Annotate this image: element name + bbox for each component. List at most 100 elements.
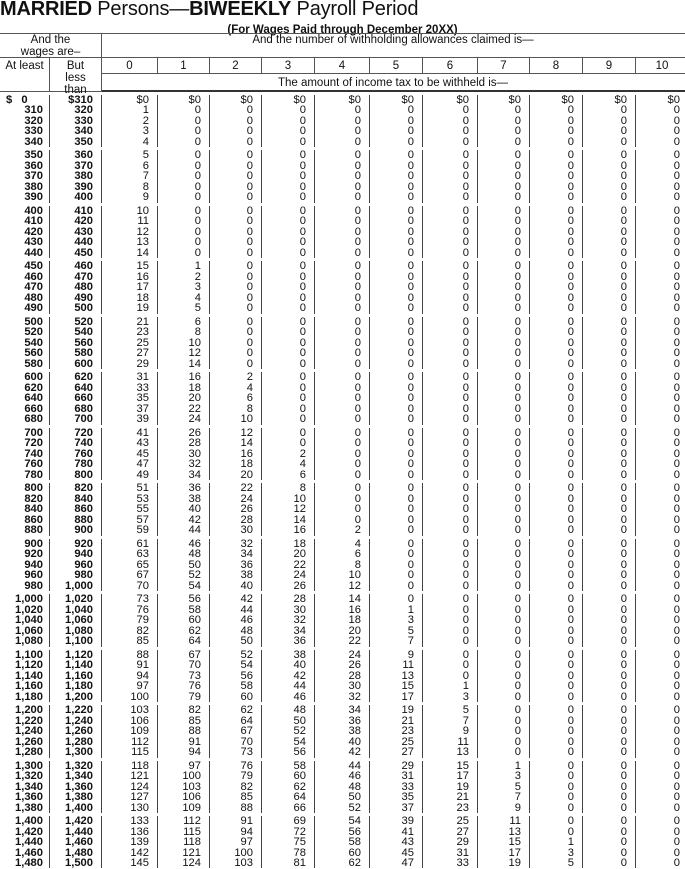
withholding-amount-5: 0 bbox=[370, 483, 423, 494]
withholding-amount-6: 0 bbox=[423, 292, 478, 304]
withholding-amount-9: 0 bbox=[583, 836, 636, 848]
withholding-amount-2: 16 bbox=[210, 448, 262, 460]
withholding-amount-5: 43 bbox=[370, 836, 423, 848]
withholding-amount-10: 0 bbox=[636, 403, 685, 415]
amount-header: The amount of income tax to be withheld … bbox=[102, 74, 685, 92]
withholding-amount-9: 0 bbox=[583, 205, 636, 217]
withholding-amount-2: 76 bbox=[210, 760, 262, 772]
withholding-amount-1: 70 bbox=[158, 659, 210, 671]
withholding-amount-5: 0 bbox=[370, 236, 423, 248]
withholding-amount-4: 0 bbox=[315, 427, 370, 439]
withholding-amount-1: 44 bbox=[158, 524, 210, 536]
withholding-amount-10: 0 bbox=[636, 358, 685, 370]
withholding-amount-1: 88 bbox=[158, 725, 210, 737]
withholding-amount-7: 0 bbox=[478, 247, 530, 259]
withholding-amount-0: 133 bbox=[102, 815, 158, 827]
wage-but-less-than: 620 bbox=[50, 372, 102, 383]
withholding-amount-7: 13 bbox=[478, 826, 530, 838]
wage-but-less-than: 430 bbox=[50, 226, 102, 238]
withholding-amount-9: 0 bbox=[583, 181, 636, 193]
withholding-amount-8: 0 bbox=[530, 347, 583, 359]
withholding-amount-5: 0 bbox=[370, 160, 423, 172]
withholding-amount-1: 106 bbox=[158, 791, 210, 803]
withholding-amount-3: 0 bbox=[262, 327, 315, 338]
wage-at-least: 620 bbox=[0, 382, 50, 394]
withholding-amount-7: 0 bbox=[478, 493, 530, 505]
table-row: 920 940 63 48 34 20 6 0 0 0 0 0 0 bbox=[0, 548, 685, 560]
wage-at-least: 980 bbox=[0, 580, 50, 591]
withholding-amount-9: 0 bbox=[583, 337, 636, 349]
table-row: 1,320 1,340 121 100 79 60 46 31 17 3 0 0 0 bbox=[0, 770, 685, 782]
wage-at-least: 390 bbox=[0, 191, 50, 203]
withholding-amount-6: 0 bbox=[423, 382, 478, 394]
wage-at-least: 1,380 bbox=[0, 802, 50, 813]
withholding-amount-8: 0 bbox=[530, 226, 583, 238]
wage-but-less-than: 680 bbox=[50, 403, 102, 415]
withholding-amount-8: 0 bbox=[530, 791, 583, 803]
withholding-amount-0: 63 bbox=[102, 548, 158, 560]
wage-at-least: 1,100 bbox=[0, 649, 50, 661]
withholding-amount-7: 0 bbox=[478, 503, 530, 515]
withholding-amount-9: 0 bbox=[583, 247, 636, 259]
withholding-amount-0: 65 bbox=[102, 559, 158, 571]
withholding-amount-2: 22 bbox=[210, 483, 262, 494]
withholding-amount-10: 0 bbox=[636, 327, 685, 339]
withholding-amount-7: 9 bbox=[478, 802, 530, 813]
table-row: 600 620 31 16 2 0 0 0 0 0 0 0 0 bbox=[0, 372, 685, 384]
withholding-amount-0: 21 bbox=[102, 316, 158, 328]
table-row: 820 840 53 38 24 10 0 0 0 0 0 0 0 bbox=[0, 493, 685, 505]
withholding-amount-4: 52 bbox=[315, 802, 370, 813]
withholding-amount-5: 0 bbox=[370, 171, 423, 182]
withholding-amount-7: 0 bbox=[478, 691, 530, 702]
withholding-amount-9: 0 bbox=[583, 704, 636, 716]
wage-but-less-than: 980 bbox=[50, 569, 102, 581]
wage-at-least: 840 bbox=[0, 503, 50, 515]
withholding-amount-7: 5 bbox=[478, 781, 530, 793]
withholding-amount-9: 0 bbox=[583, 604, 636, 616]
withholding-amount-3: 64 bbox=[262, 791, 315, 803]
withholding-amount-9: 0 bbox=[583, 815, 636, 827]
withholding-amount-8: 0 bbox=[530, 635, 583, 647]
wage-at-least: 310 bbox=[0, 105, 50, 116]
withholding-amount-4: 4 bbox=[315, 538, 370, 550]
wage-at-least: 1,000 bbox=[0, 594, 50, 605]
withholding-amount-3: 56 bbox=[262, 746, 315, 758]
withholding-amount-10: 0 bbox=[636, 181, 685, 193]
withholding-amount-9: 0 bbox=[583, 680, 636, 692]
withholding-amount-5: 0 bbox=[370, 136, 423, 148]
withholding-amount-4: 40 bbox=[315, 736, 370, 747]
withholding-amount-7: 0 bbox=[478, 437, 530, 449]
withholding-amount-10: 0 bbox=[636, 503, 685, 515]
withholding-amount-5: 33 bbox=[370, 781, 423, 793]
wage-at-least: 820 bbox=[0, 493, 50, 505]
withholding-amount-7: 0 bbox=[478, 659, 530, 671]
withholding-amount-2: 0 bbox=[210, 327, 262, 338]
table-row: 440 450 14 0 0 0 0 0 0 0 0 0 0 bbox=[0, 247, 685, 259]
withholding-amount-4: 0 bbox=[315, 458, 370, 470]
table-row: 1,040 1,060 79 60 46 32 18 3 0 0 0 0 0 bbox=[0, 614, 685, 626]
withholding-amount-8: 3 bbox=[530, 847, 583, 858]
withholding-amount-9: 0 bbox=[583, 847, 636, 858]
wage-but-less-than: 1,380 bbox=[50, 791, 102, 803]
withholding-amount-10: 0 bbox=[636, 836, 685, 848]
withholding-amount-3: $0 bbox=[262, 94, 315, 106]
withholding-amount-8: 0 bbox=[530, 316, 583, 328]
withholding-amount-7: 3 bbox=[478, 770, 530, 782]
withholding-amount-7: 0 bbox=[478, 559, 530, 571]
wage-at-least: 720 bbox=[0, 437, 50, 449]
table-row: 1,100 1,120 88 67 52 38 24 9 0 0 0 0 0 bbox=[0, 649, 685, 661]
table-row: 480 490 18 4 0 0 0 0 0 0 0 0 0 bbox=[0, 292, 685, 304]
withholding-amount-0: 5 bbox=[102, 150, 158, 161]
wage-but-less-than: 780 bbox=[50, 458, 102, 470]
withholding-amount-0: 39 bbox=[102, 413, 158, 425]
wage-but-less-than: 1,220 bbox=[50, 704, 102, 716]
withholding-amount-10: 0 bbox=[636, 261, 685, 273]
withholding-amount-7: 1 bbox=[478, 760, 530, 772]
table-row: 420 430 12 0 0 0 0 0 0 0 0 0 0 bbox=[0, 226, 685, 238]
withholding-amount-1: 0 bbox=[158, 181, 210, 193]
withholding-amount-1: 82 bbox=[158, 704, 210, 716]
withholding-amount-7: 0 bbox=[478, 292, 530, 304]
withholding-amount-5: 0 bbox=[370, 372, 423, 383]
withholding-amount-4: 0 bbox=[315, 226, 370, 238]
withholding-amount-8: 0 bbox=[530, 760, 583, 772]
